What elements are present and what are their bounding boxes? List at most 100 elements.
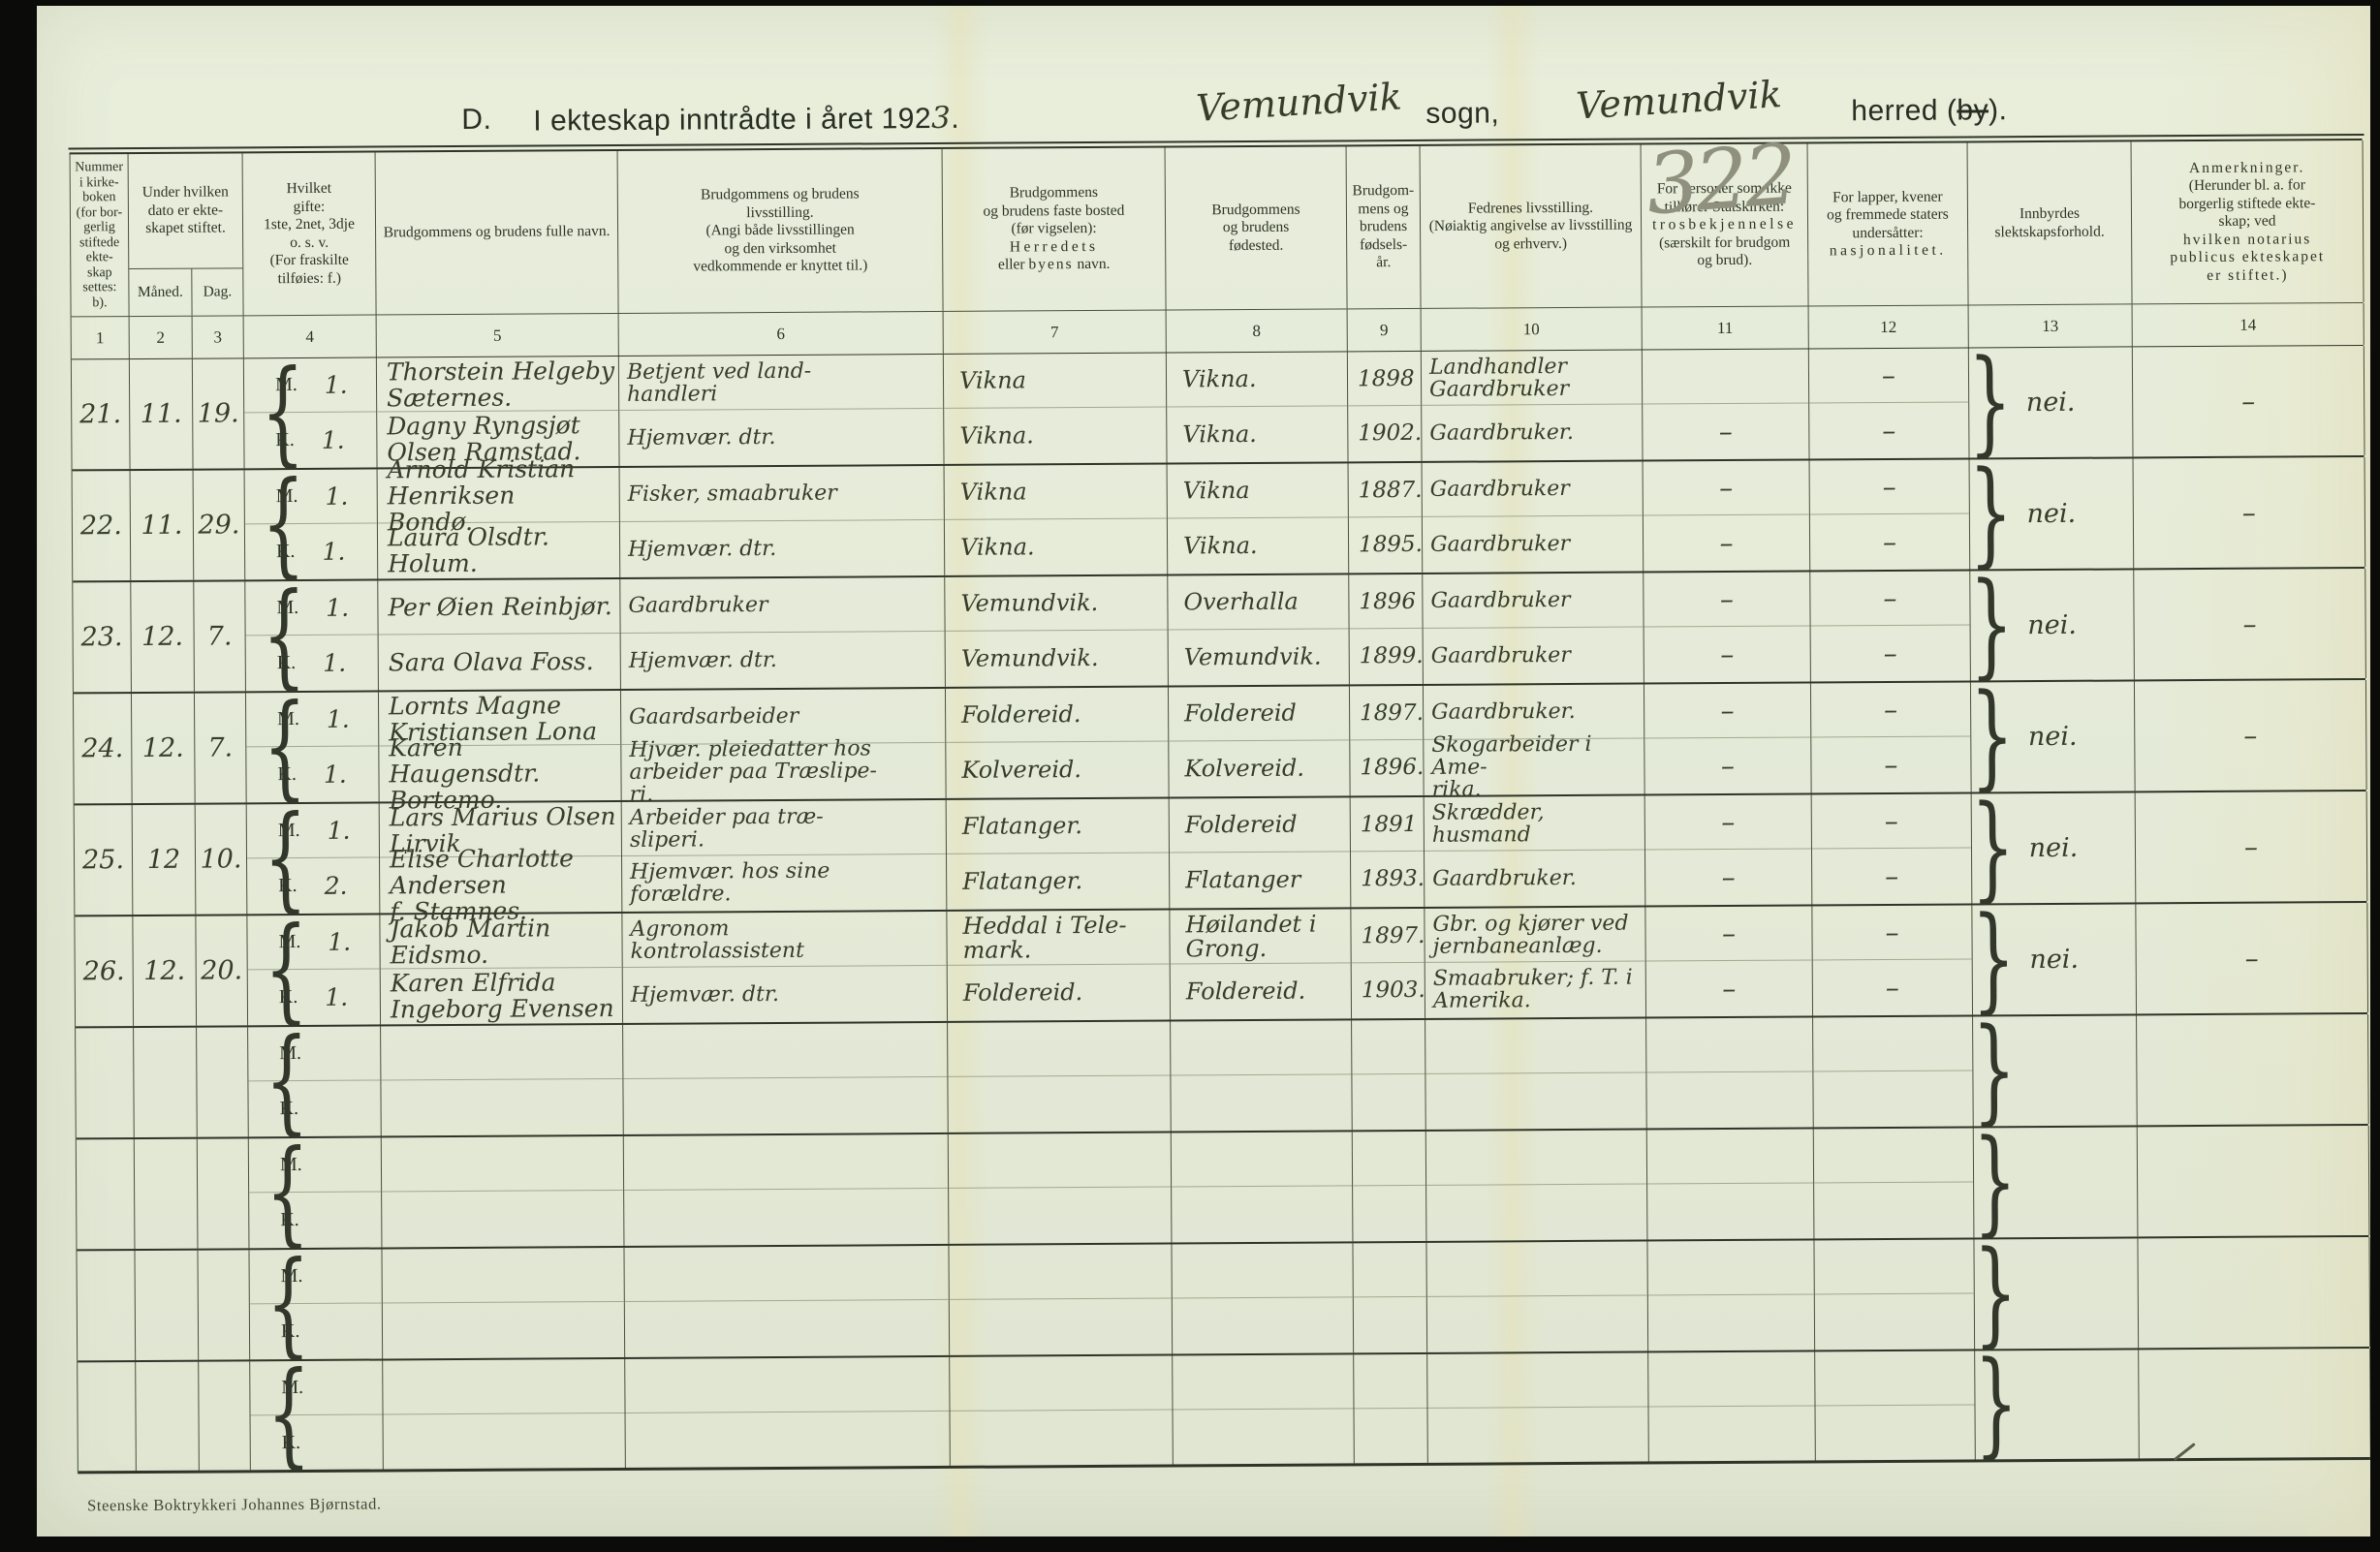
right-brace-icon: } [1973, 1225, 2019, 1359]
cell-kinship: } nei. [1970, 667, 2136, 802]
right-brace-icon: } [1969, 556, 2015, 691]
cell-residence: Foldereid. Kolvereid. [945, 687, 1170, 798]
header-date: Under hvilken dato er ekte- skapet stift… [128, 153, 244, 317]
cell-mk-marriage-no: { M. 1. K. 1. [247, 901, 382, 1035]
cell-number: 22. [72, 471, 132, 581]
header-nationality: For lapper, kvener og fremmede staters u… [1807, 142, 1969, 306]
right-brace-icon: } [1971, 1002, 2017, 1136]
right-brace-icon: } [1970, 779, 2016, 914]
right-brace-icon: } [1969, 667, 2015, 802]
left-brace-icon: { [265, 1124, 310, 1258]
table-row-empty: { M. K. } [78, 1336, 2370, 1481]
cell-birthyear: 1896 1899. [1349, 574, 1424, 685]
cell-number: 26. [75, 916, 135, 1027]
cell-creed: – – [1643, 460, 1811, 572]
cell-full-names: Thorstein Helgeby Sæternes. Dagny Ryngsj… [376, 357, 620, 468]
cell-mk-marriage-no: { M. 1. K. 1. [245, 567, 379, 700]
cell-fathers-occupation: Gaardbruker Gaardbruker [1422, 461, 1644, 573]
header-day: Dag. [203, 283, 233, 300]
cell-full-names: Per Øien Reinbjør. Sara Olava Foss. [378, 578, 621, 691]
header-kinship: Innbyrdes slektskapsforhold. [1967, 141, 2133, 305]
cell-mk-marriage-no: { M. 1. K. 1. [243, 344, 378, 478]
cell-day: 20. [196, 916, 249, 1026]
cell-creed: – – [1644, 572, 1811, 683]
cell-nationality: – – [1811, 793, 1973, 905]
cell-birthyear: 1891 1893. [1350, 796, 1425, 908]
table-header-row: Nummer i kirke- boken (for bor- gerlig s… [70, 140, 2364, 318]
table-row-empty: { M. K. } [76, 1113, 2370, 1258]
cell-kinship: } nei. [1969, 556, 2135, 691]
cell-fathers-occupation: Gaardbruker Gaardbruker [1423, 573, 1644, 684]
cell-remarks: – [2134, 679, 2367, 792]
cell-residence: Vikna Vikna. [943, 353, 1168, 464]
cell-birthplace: Overhalla Vemundvik. [1168, 574, 1350, 686]
cell-number: 25. [74, 805, 134, 916]
cell-creed: – – [1644, 794, 1813, 906]
header-marriage-number: Hvilket gifte: 1ste, 2net, 3dje o. s. v.… [242, 152, 377, 316]
cell-mk-marriage-no: { M. 1. K. 1. [245, 678, 380, 812]
header-month: Måned. [129, 268, 193, 317]
cell-full-names: Lornts Magne Kristiansen Lona Karen Haug… [378, 691, 622, 814]
cell-residence: Vemundvik. Vemundvik. [945, 575, 1169, 687]
cell-nationality: – – [1808, 348, 1970, 459]
cell-month: 12. [131, 581, 195, 693]
header-fathers-occupation: Fedrenes livsstilling. (Nøiaktig angivel… [1420, 144, 1643, 308]
cell-kinship: } nei. [1968, 333, 2134, 468]
table-row: 22. 11. 29. { M. 1. K. 1. Arnold Kristian … [72, 445, 2366, 590]
left-brace-icon: { [261, 455, 306, 590]
cell-remarks: – [2136, 902, 2369, 1014]
cell-birthyear: 1898 1902. [1347, 351, 1423, 462]
marriage-register-table: Nummer i kirke- boken (for bor- gerlig s… [68, 126, 2370, 1481]
left-brace-icon: { [265, 1012, 309, 1147]
cell-kinship: } nei. [1970, 779, 2137, 914]
cell-number: 24. [73, 694, 133, 804]
cell-month: 12. [133, 916, 198, 1027]
left-brace-icon: { [266, 1346, 311, 1481]
cell-occupation: Arbeider paa træ- sliperi. Hjemvær. hos … [621, 799, 948, 912]
cell-nationality: – – [1810, 571, 1971, 682]
cell-creed: – [1642, 349, 1810, 460]
cell-occupation: Gaardsarbeider Hjvær. pleiedatter hos ar… [620, 688, 947, 807]
handwritten-parish-name: Vemundvik [1195, 75, 1403, 130]
cell-nationality: – – [1810, 682, 1972, 793]
cell-birthplace: Høilandet i Grong. Foldereid. [1170, 909, 1353, 1020]
cell-day: 7. [194, 581, 246, 692]
header-birthyear: Brudgom- mens og brudens fødsels- år. [1346, 145, 1422, 309]
cell-creed: – – [1645, 906, 1814, 1017]
table-row: 21. 11. 19. { M. 1. K. 1. Thorstein Helgeb… [71, 126, 2365, 478]
table-row: 25. 12 10. { M. 1. K. 2. Lars Marius Olsen… [74, 779, 2368, 925]
left-brace-icon: { [263, 790, 308, 924]
cell-kinship: } nei. [1971, 890, 2138, 1025]
left-brace-icon: { [262, 567, 307, 701]
cell-full-names: Jakob Martin Eidsmo. Karen Elfrida Ingeb… [380, 913, 624, 1025]
cell-full-names: Arnold Kristian Henriksen Bondø. Laura O… [377, 454, 621, 579]
header-birthplace: Brudgommens og brudens fødested. [1165, 146, 1348, 310]
cell-nationality: – – [1809, 459, 1971, 571]
cell-day: 7. [194, 693, 247, 803]
table-row-empty: { M. K. } [76, 1002, 2369, 1147]
cell-birthyear: 1887. 1895. [1348, 462, 1424, 574]
district-label: herred (by). [1851, 94, 2008, 128]
scanned-ledger-page: D. I ekteskap inntrådte i året 1923. Vem… [37, 6, 2370, 1536]
handwritten-year-digit: 3 [930, 100, 952, 136]
right-brace-icon: } [1971, 890, 2017, 1025]
struck-word-by: by [1957, 94, 1989, 127]
header-number: Nummer i kirke- boken (for bor- gerlig s… [70, 154, 130, 317]
cell-birthplace: Foldereid Kolvereid. [1168, 686, 1351, 797]
left-brace-icon: { [264, 901, 309, 1036]
cell-birthplace: Vikna Vikna. [1167, 463, 1350, 574]
cell-occupation: Agronom kontrolassistent Hjemvær. dtr. [622, 911, 949, 1023]
left-brace-icon: { [266, 1235, 311, 1370]
header-full-names: Brudgommens og brudens fulle navn. [375, 150, 619, 315]
parish-label: sogn, [1425, 97, 1500, 130]
cell-kinship: } nei. [1968, 445, 2135, 579]
cell-number: 23. [73, 582, 132, 693]
form-letter: D. [461, 103, 492, 136]
cell-occupation: Gaardbruker Hjemvær. dtr. [620, 576, 946, 689]
cell-day: 19. [192, 358, 245, 469]
cell-fathers-occupation: Landhandler Gaardbruker Gaardbruker. [1421, 350, 1644, 461]
header-residence: Brudgommens og brudens faste bosted (før… [942, 147, 1167, 311]
form-title: I ekteskap inntrådte i året 1923. [533, 100, 960, 138]
cell-birthplace: Vikna. Vikna. [1166, 352, 1349, 463]
table-row: 24. 12. 7. { M. 1. K. 1. Lornts Magne Kris… [73, 667, 2367, 814]
